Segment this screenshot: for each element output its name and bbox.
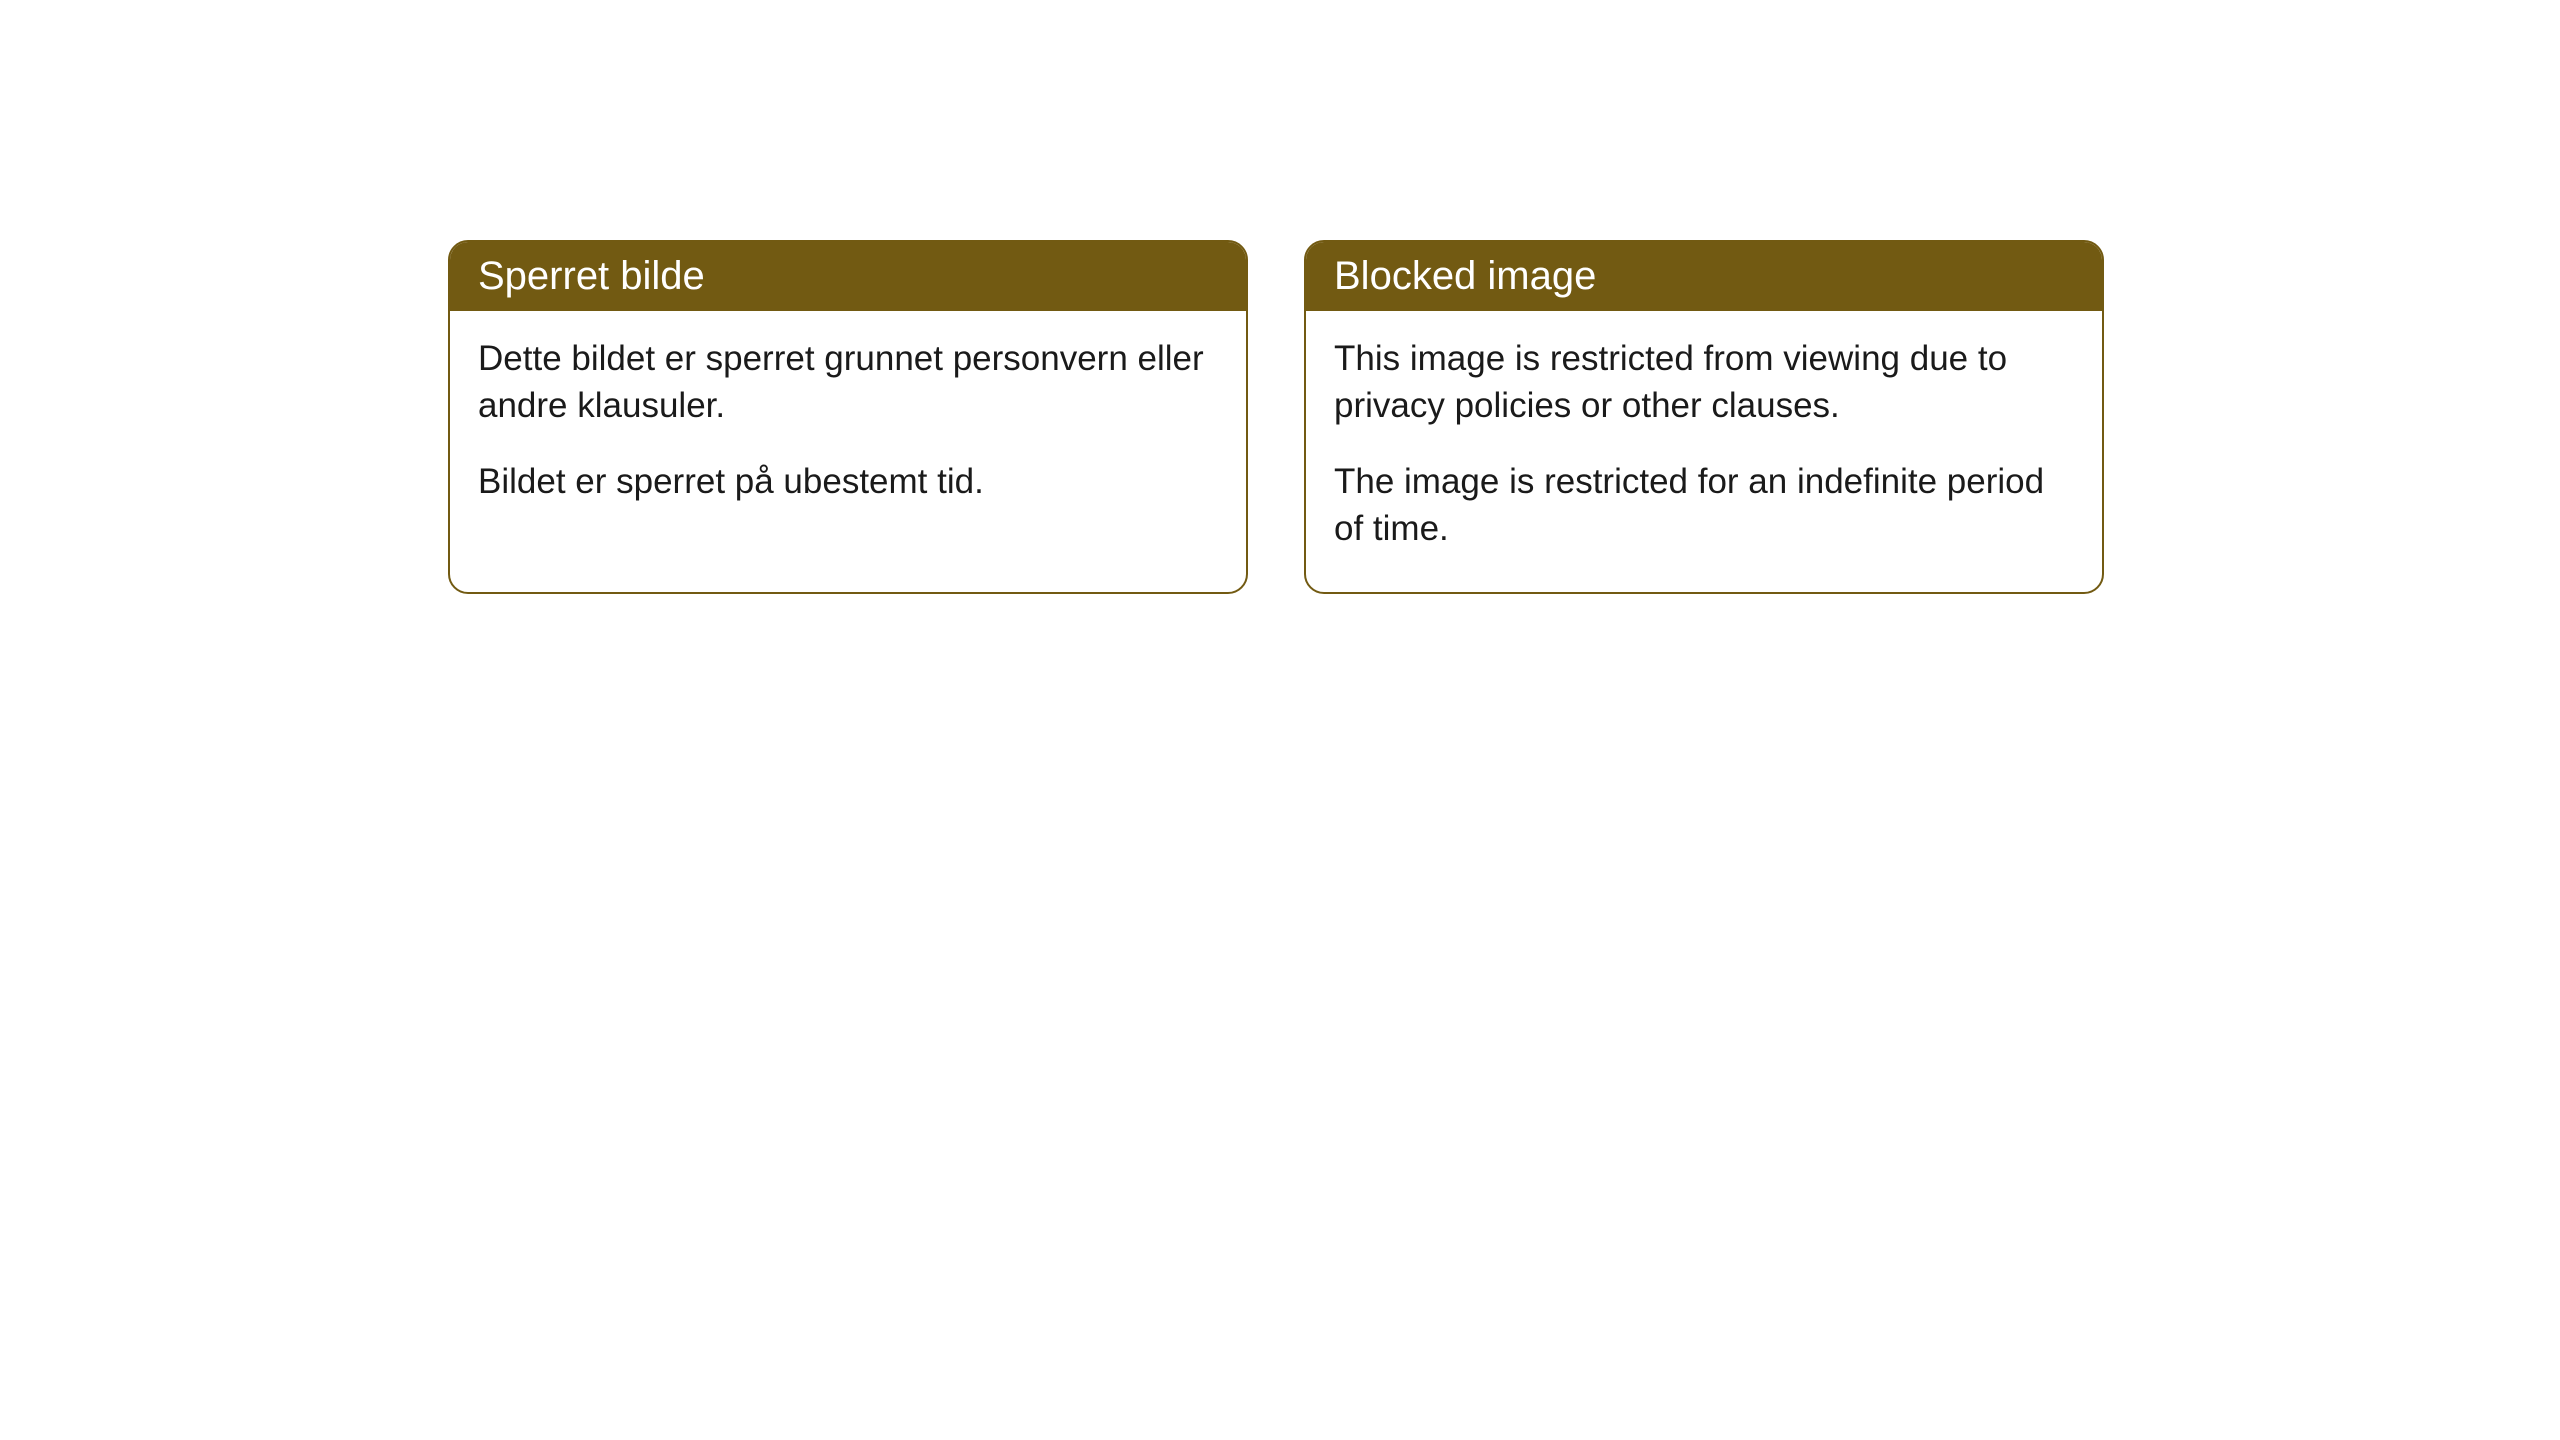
notice-card-english: Blocked image This image is restricted f… bbox=[1304, 240, 2104, 594]
card-header: Blocked image bbox=[1306, 242, 2102, 311]
card-body: Dette bildet er sperret grunnet personve… bbox=[450, 311, 1246, 545]
card-paragraph: Bildet er sperret på ubestemt tid. bbox=[478, 458, 1218, 505]
card-paragraph: This image is restricted from viewing du… bbox=[1334, 335, 2074, 430]
notice-card-norwegian: Sperret bilde Dette bildet er sperret gr… bbox=[448, 240, 1248, 594]
card-body: This image is restricted from viewing du… bbox=[1306, 311, 2102, 592]
card-paragraph: Dette bildet er sperret grunnet personve… bbox=[478, 335, 1218, 430]
card-title: Sperret bilde bbox=[478, 254, 705, 298]
notice-cards-container: Sperret bilde Dette bildet er sperret gr… bbox=[448, 240, 2104, 594]
card-title: Blocked image bbox=[1334, 254, 1596, 298]
card-header: Sperret bilde bbox=[450, 242, 1246, 311]
card-paragraph: The image is restricted for an indefinit… bbox=[1334, 458, 2074, 553]
